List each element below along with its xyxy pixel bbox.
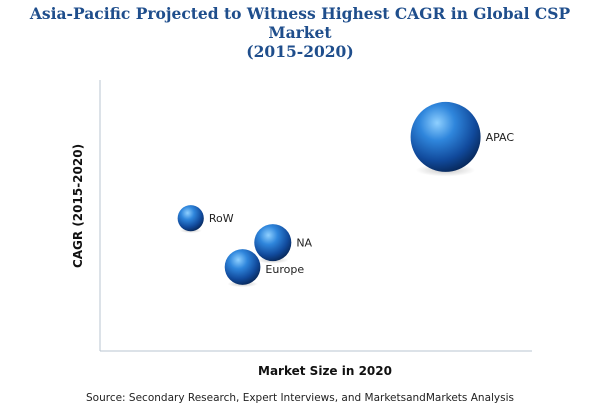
bubble-label-row: RoW [209,212,234,225]
chart-title-main: Asia-Pacific Projected to Witness Highes… [29,4,571,42]
bubble-europe [224,249,261,285]
bubble-na [254,224,292,262]
bubble-label-europe: Europe [265,263,304,276]
chart-title-sub: (2015-2020) [246,42,354,61]
bubble-apac [410,101,481,172]
bubble-layer: APAC RoW NA Europe [177,101,515,288]
y-axis-title: CAGR (2015-2020) [71,144,85,268]
bubble-row [177,205,204,232]
bubble-label-na: NA [296,237,312,250]
source-note: Source: Secondary Research, Expert Inter… [85,392,514,404]
chart-title: Asia-Pacific Projected to Witness Highes… [0,4,600,61]
bubble-label-apac: APAC [486,131,515,144]
x-axis-title: Market Size in 2020 [258,364,392,378]
